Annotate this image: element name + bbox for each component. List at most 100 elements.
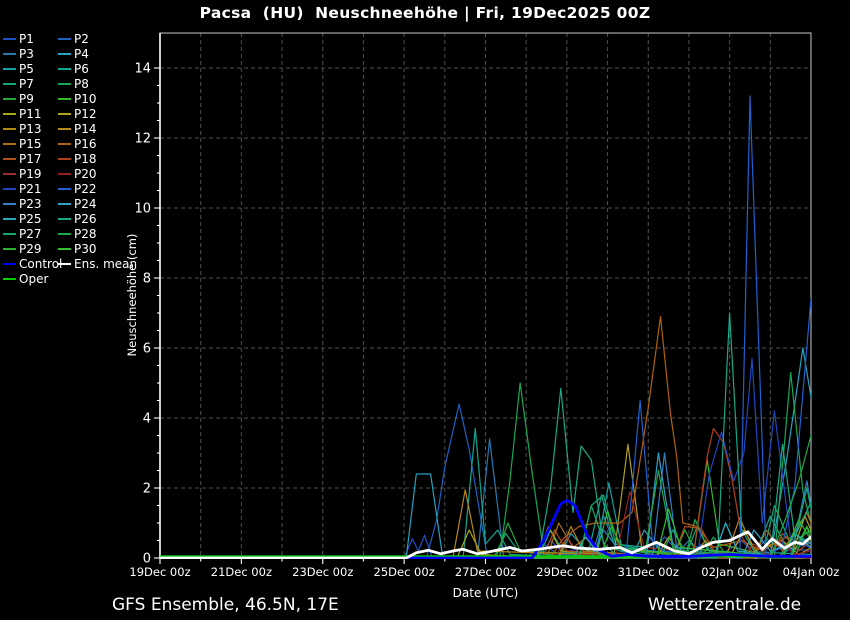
legend-item-p8: P8 (58, 76, 138, 91)
x-tick-label: 27Dec 00z (455, 565, 516, 579)
legend-label: P1 (19, 31, 34, 46)
legend-color-swatch (58, 217, 71, 220)
legend-item-p30: P30 (58, 241, 138, 256)
legend-label: P6 (74, 61, 89, 76)
legend-item-ens-mean: Ens. mean (58, 256, 138, 271)
legend-color-swatch (3, 187, 16, 190)
legend-color-swatch (3, 112, 16, 115)
legend-color-swatch (58, 142, 71, 145)
legend-label: P17 (19, 151, 42, 166)
x-tick-label: 04Jan 00z (783, 565, 840, 579)
legend-color-swatch (3, 82, 16, 85)
series-group (160, 95, 811, 559)
legend-color-swatch (58, 172, 71, 175)
legend-label: P30 (74, 241, 97, 256)
legend-item-p3: P3 (3, 46, 58, 61)
y-axis-label: Neuschneehöhe (cm) (125, 233, 139, 357)
x-tick-label: 02Jan 00z (701, 565, 758, 579)
legend-item-control: Control (3, 256, 62, 271)
y-tick-label: 4 (143, 412, 151, 427)
legend-color-swatch (3, 157, 16, 160)
legend-item-p22: P22 (58, 181, 138, 196)
legend-label: P8 (74, 76, 89, 91)
legend-label: P24 (74, 196, 97, 211)
x-tick-label: 29Dec 00z (536, 565, 597, 579)
y-tick-label: 6 (143, 342, 151, 357)
legend-label: P5 (19, 61, 34, 76)
legend-color-swatch (3, 172, 16, 175)
legend-label: P14 (74, 121, 97, 136)
series-line-p21 (160, 357, 811, 559)
legend-item-oper: Oper (3, 271, 58, 286)
legend-item-p2: P2 (58, 31, 138, 46)
legend-item-p29: P29 (3, 241, 58, 256)
legend-item-p18: P18 (58, 151, 138, 166)
legend-color-swatch (3, 262, 16, 265)
series-line-p1 (160, 534, 811, 559)
legend-label: P21 (19, 181, 42, 196)
legend-label: P2 (74, 31, 89, 46)
legend-label: P16 (74, 136, 97, 151)
x-tick-label: 25Dec 00z (374, 565, 435, 579)
legend-color-swatch (58, 232, 71, 235)
legend-color-swatch (58, 37, 71, 40)
legend-label: P9 (19, 91, 34, 106)
legend-label: P10 (74, 91, 97, 106)
legend-item-p15: P15 (3, 136, 58, 151)
legend-label: P20 (74, 166, 97, 181)
legend-label: P28 (74, 226, 97, 241)
legend-item-p9: P9 (3, 91, 58, 106)
model-info-text: GFS Ensemble, 46.5N, 17E (112, 595, 339, 615)
series-line-p17 (160, 525, 811, 559)
legend-color-swatch (58, 127, 71, 130)
legend-item-p25: P25 (3, 211, 58, 226)
legend-item-p24: P24 (58, 196, 138, 211)
legend-color-swatch (58, 187, 71, 190)
legend-label: Control (19, 256, 63, 271)
legend-label: P22 (74, 181, 97, 196)
legend-item-p5: P5 (3, 61, 58, 76)
legend-item-p27: P27 (3, 226, 58, 241)
watermark-text: Wetterzentrale.de (648, 595, 802, 615)
legend-color-swatch (58, 97, 71, 100)
legend-color-swatch (3, 202, 16, 205)
legend-item-p10: P10 (58, 91, 138, 106)
legend-label: Oper (19, 271, 49, 286)
series-line-p28 (160, 434, 811, 559)
legend-color-swatch (58, 67, 71, 70)
legend-item-p23: P23 (3, 196, 58, 211)
legend-label: P27 (19, 226, 42, 241)
legend-color-swatch (58, 112, 71, 115)
legend-item-p11: P11 (3, 106, 58, 121)
legend-item-p21: P21 (3, 181, 58, 196)
legend-color-swatch (3, 277, 16, 280)
chart-title: Pacsa (HU) Neuschneehöhe | Fri, 19Dec202… (199, 4, 651, 22)
legend-label: P7 (19, 76, 34, 91)
legend-label: P29 (19, 241, 42, 256)
y-tick-label: 2 (143, 482, 151, 497)
legend-label: P12 (74, 106, 97, 121)
y-tick-label: 0 (143, 552, 151, 567)
legend-color-swatch (3, 247, 16, 250)
legend-label: P23 (19, 196, 42, 211)
legend-label: P13 (19, 121, 42, 136)
legend-color-swatch (3, 232, 16, 235)
legend-color-swatch (3, 52, 16, 55)
legend-item-p13: P13 (3, 121, 58, 136)
series-line-p30 (160, 508, 811, 559)
legend-item-p4: P4 (58, 46, 138, 61)
legend-label: P15 (19, 136, 42, 151)
legend-item-p19: P19 (3, 166, 58, 181)
legend-color-swatch (58, 157, 71, 160)
x-axis-label: Date (UTC) (452, 586, 519, 600)
legend-color-swatch (58, 247, 71, 250)
legend-color-swatch (3, 217, 16, 220)
legend-color-swatch (3, 37, 16, 40)
series-line-p12 (160, 443, 811, 559)
legend-label: P26 (74, 211, 97, 226)
legend-item-p26: P26 (58, 211, 138, 226)
legend-label: P19 (19, 166, 42, 181)
legend-item-p28: P28 (58, 226, 138, 241)
